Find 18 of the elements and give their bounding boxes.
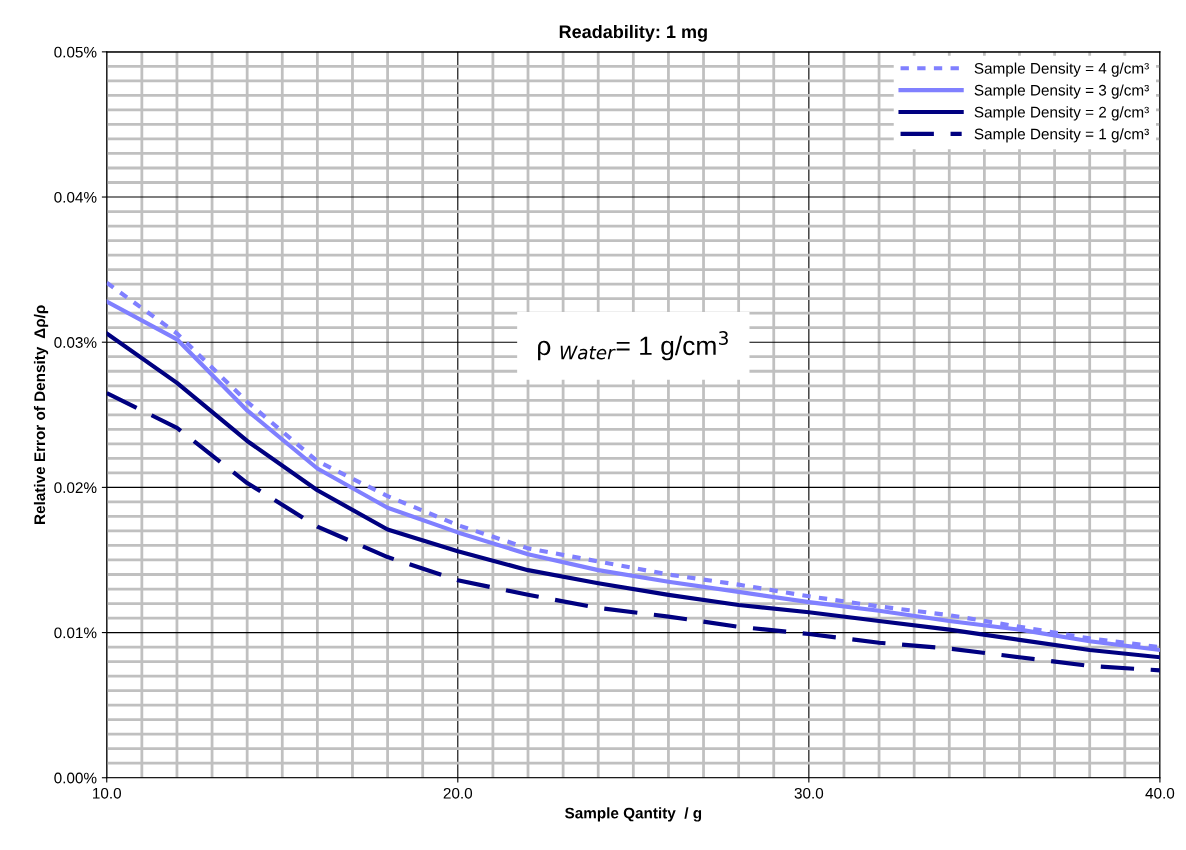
y-tick-label: 0.05%	[54, 46, 97, 58]
y-tick-label: 0.04%	[54, 191, 97, 203]
chart-title: Readability: 1 mg	[559, 24, 707, 42]
y-tick-label: 0.01%	[54, 627, 97, 639]
x-tick-label: 40.0	[1145, 787, 1175, 799]
y-tick-label: 0.03%	[54, 337, 97, 348]
legend-label: Sample Density = 4 g/cm³	[974, 62, 1149, 77]
y-axis-title: Relative Error of Density Δρ/ρ	[33, 305, 49, 524]
x-tick-label: 20.0	[443, 787, 473, 799]
legend-label: Sample Density = 2 g/cm³	[974, 106, 1149, 121]
legend-label: Sample Density = 1 g/cm³	[974, 128, 1149, 143]
annotation: ρ $_{Water}$= 1 g/cm$^{3}$	[538, 331, 728, 361]
x-tick-label: 10.0	[93, 787, 122, 799]
x-axis-title: Sample Qantity / g	[565, 807, 702, 822]
x-tick-label: 30.0	[794, 787, 824, 799]
y-tick-label: 0.02%	[54, 482, 97, 494]
y-tick-label: 0.00%	[54, 772, 97, 784]
legend-label: Sample Density = 3 g/cm³	[974, 84, 1149, 99]
